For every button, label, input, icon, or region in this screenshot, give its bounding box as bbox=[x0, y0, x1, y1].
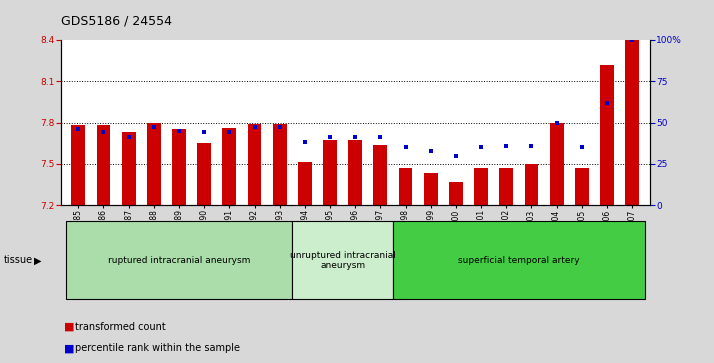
Bar bbox=[600, 65, 614, 205]
Bar bbox=[248, 124, 261, 205]
Text: transformed count: transformed count bbox=[75, 322, 166, 332]
Point bbox=[73, 126, 84, 132]
Bar bbox=[474, 168, 488, 205]
Bar bbox=[348, 140, 362, 205]
Point bbox=[526, 143, 537, 148]
Text: superficial temporal artery: superficial temporal artery bbox=[458, 256, 580, 265]
Bar bbox=[121, 132, 136, 205]
Point bbox=[274, 125, 286, 130]
Point bbox=[223, 130, 235, 135]
Text: percentile rank within the sample: percentile rank within the sample bbox=[75, 343, 240, 354]
Bar bbox=[424, 174, 438, 205]
Bar bbox=[550, 123, 563, 205]
Bar bbox=[449, 182, 463, 205]
Point bbox=[476, 144, 487, 150]
Point bbox=[501, 143, 512, 148]
Text: unruptured intracranial
aneurysm: unruptured intracranial aneurysm bbox=[290, 251, 396, 270]
Point bbox=[400, 144, 411, 150]
Bar bbox=[575, 168, 589, 205]
Bar bbox=[147, 123, 161, 205]
Point bbox=[349, 134, 361, 140]
Point bbox=[551, 119, 563, 125]
Point bbox=[324, 134, 336, 140]
Point bbox=[148, 125, 159, 130]
Bar bbox=[373, 144, 387, 205]
Bar bbox=[499, 168, 513, 205]
Bar bbox=[298, 162, 312, 205]
Point bbox=[626, 37, 638, 43]
Text: ■: ■ bbox=[64, 343, 75, 354]
Point bbox=[576, 144, 588, 150]
Point bbox=[198, 130, 210, 135]
Bar bbox=[525, 164, 538, 205]
Point bbox=[375, 134, 386, 140]
Bar bbox=[625, 40, 639, 205]
Bar bbox=[273, 124, 286, 205]
Text: ▶: ▶ bbox=[34, 256, 41, 265]
Point bbox=[451, 152, 462, 158]
Point bbox=[248, 125, 260, 130]
Point bbox=[98, 130, 109, 135]
Point bbox=[123, 134, 134, 140]
Point bbox=[425, 148, 436, 154]
Text: tissue: tissue bbox=[4, 256, 33, 265]
Bar bbox=[197, 143, 211, 205]
Text: ■: ■ bbox=[64, 322, 75, 332]
Bar bbox=[71, 125, 85, 205]
Bar bbox=[223, 128, 236, 205]
Text: ruptured intracranial aneurysm: ruptured intracranial aneurysm bbox=[108, 256, 250, 265]
Bar bbox=[323, 140, 337, 205]
Bar bbox=[96, 125, 111, 205]
Point bbox=[299, 139, 311, 145]
Bar bbox=[172, 129, 186, 205]
Bar bbox=[398, 168, 413, 205]
Point bbox=[601, 100, 613, 106]
Text: GDS5186 / 24554: GDS5186 / 24554 bbox=[61, 14, 171, 27]
Point bbox=[174, 128, 185, 134]
